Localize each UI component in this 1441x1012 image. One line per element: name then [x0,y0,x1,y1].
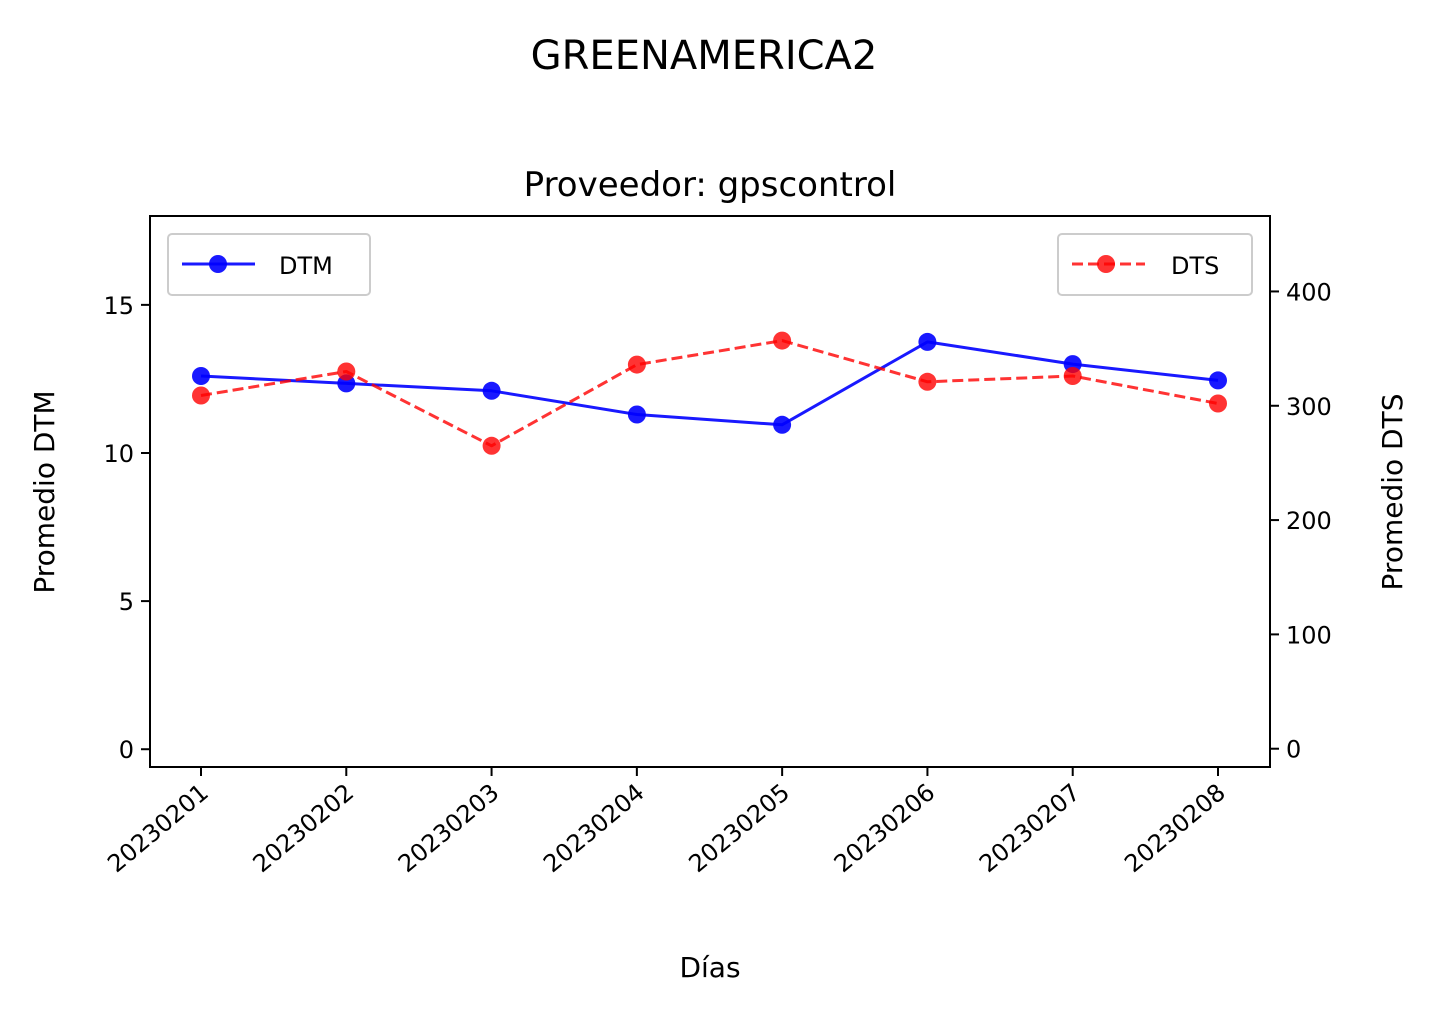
series-dtm-point-20230203 [482,381,501,400]
series-dts-point-20230201 [192,386,210,405]
plot-area [192,331,1227,455]
x-axis: 20230201 20230202 20230203 20230204 20230205… [102,767,1231,878]
right-y-tick-label-300: 300 [1286,393,1332,421]
legend-dtm-label: DTM [279,252,333,280]
x-tick-label-20230201: 20230201 [102,778,214,878]
series-dts-point-20230206 [918,372,937,391]
series-dtm-point-20230201 [192,367,210,385]
left-y-tick-label-15: 15 [103,292,134,320]
series-dts-point-20230207 [1063,367,1082,385]
x-tick-label-20230205: 20230205 [683,778,795,878]
plot-frame [149,215,1271,768]
legend-dts-marker [1097,255,1115,273]
right-y-tick-label-100: 100 [1286,621,1332,649]
series-dtm-point-20230206 [918,332,937,351]
x-tick-label-20230202: 20230202 [248,778,360,878]
chart-title: Proveedor: gpscontrol [524,165,897,205]
x-tick-label-20230204: 20230204 [538,778,650,878]
series-dtm-line [200,340,1219,427]
x-tick-label-20230207: 20230207 [974,778,1086,878]
left-y-tick-label-0: 0 [119,736,134,764]
left-y-axis-label: Promedio DTM [28,390,61,593]
x-tick-label-20230208: 20230208 [1119,778,1231,878]
right-y-tick-label-0: 0 [1286,736,1301,764]
left-y-tick-label-10: 10 [103,440,134,468]
series-dts-line [200,339,1219,448]
legend-dts: DTS [1057,233,1253,296]
legend-dtm-marker [209,255,227,273]
series-dts-point-20230208 [1209,394,1227,413]
right-y-tick-label-200: 200 [1286,507,1332,535]
series-dts-point-20230205 [773,331,792,350]
legend-dtm-box [167,233,371,296]
series-dts-point-20230203 [482,436,501,455]
series-dtm-point-20230208 [1209,371,1227,390]
x-tick-label-20230206: 20230206 [829,778,941,878]
left-y-tick-label-5: 5 [119,588,134,616]
legend-dtm: DTM [167,233,371,296]
left-y-axis: 0 5 10 15 [103,292,150,764]
x-tick-label-20230203: 20230203 [393,778,505,878]
series-dts-point-20230204 [627,355,646,374]
x-axis-label: Días [679,951,740,984]
right-y-axis: 0 100 200 300 400 [1270,278,1332,764]
right-y-axis-label: Promedio DTS [1376,394,1409,591]
series-dtm-point-20230205 [773,415,792,434]
series-dtm-point-20230204 [627,405,646,424]
series-dts-point-20230202 [337,362,356,381]
legend-dts-label: DTS [1171,252,1219,280]
figure-suptitle: GREENAMERICA2 [531,33,878,79]
right-y-tick-label-400: 400 [1286,278,1332,306]
legend-dts-box [1057,233,1253,296]
